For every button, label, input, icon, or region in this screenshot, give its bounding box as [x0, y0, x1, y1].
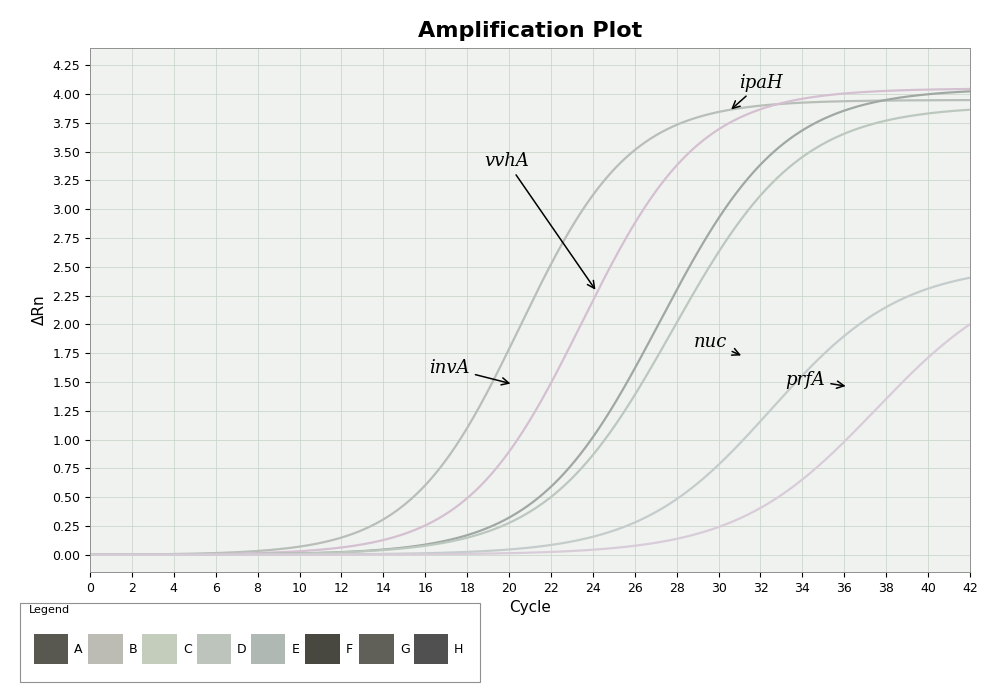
Text: D: D: [237, 643, 247, 656]
FancyBboxPatch shape: [414, 634, 448, 664]
FancyBboxPatch shape: [34, 634, 68, 664]
Text: invA: invA: [429, 359, 509, 385]
FancyBboxPatch shape: [88, 634, 123, 664]
FancyBboxPatch shape: [305, 634, 340, 664]
Text: H: H: [454, 643, 464, 656]
Y-axis label: ΔRn: ΔRn: [32, 295, 47, 325]
Text: F: F: [346, 643, 353, 656]
Text: A: A: [74, 643, 83, 656]
FancyBboxPatch shape: [20, 603, 480, 682]
Text: Legend: Legend: [29, 605, 70, 615]
FancyBboxPatch shape: [197, 634, 231, 664]
Text: vvhA: vvhA: [484, 152, 594, 288]
Text: B: B: [129, 643, 137, 656]
X-axis label: Cycle: Cycle: [509, 600, 551, 615]
Title: Amplification Plot: Amplification Plot: [418, 21, 642, 41]
FancyBboxPatch shape: [359, 634, 394, 664]
FancyBboxPatch shape: [251, 634, 285, 664]
Text: nuc: nuc: [693, 333, 740, 355]
Text: G: G: [400, 643, 410, 656]
Text: E: E: [291, 643, 299, 656]
Text: prfA: prfA: [786, 371, 844, 388]
FancyBboxPatch shape: [142, 634, 177, 664]
Text: ipaH: ipaH: [732, 73, 783, 108]
Text: C: C: [183, 643, 192, 656]
